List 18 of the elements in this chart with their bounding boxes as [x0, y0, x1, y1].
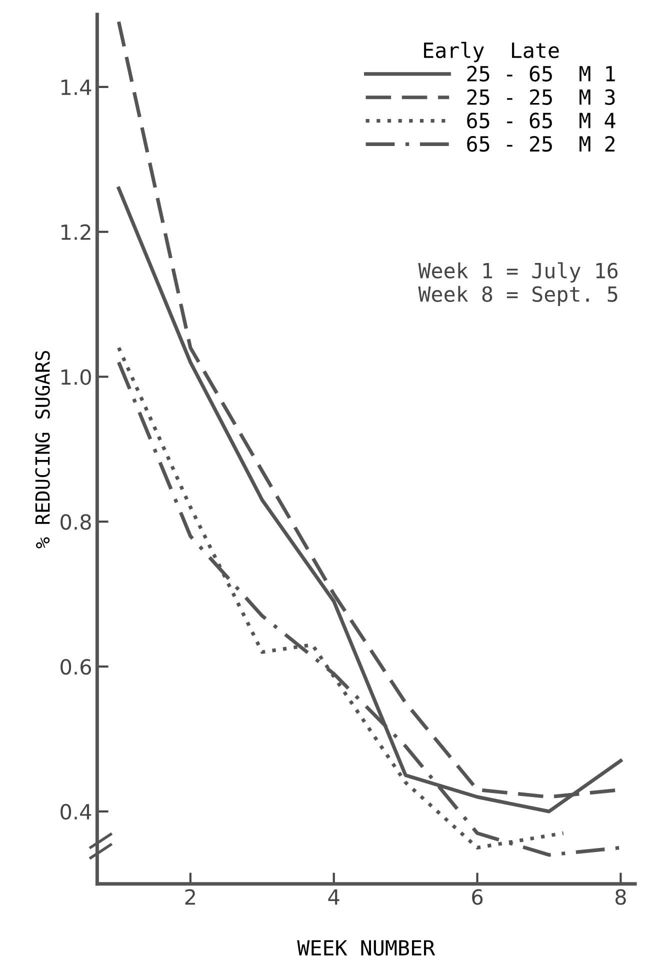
annotation: Week 1 = July 16 Week 8 = Sept. 5: [418, 262, 618, 306]
y-tick-label: 0.4: [60, 804, 92, 820]
legend-title: Early Late: [424, 42, 559, 62]
x-axis-title: WEEK NUMBER: [297, 940, 436, 956]
legend-label: 65 - 25 M 2: [467, 136, 615, 152]
y-tick-label: 0.6: [60, 658, 92, 675]
y-tick-label: 1.2: [61, 224, 90, 240]
x-tick-label: 4: [328, 889, 340, 905]
x-tick-label: 6: [472, 889, 483, 905]
x-tick-label: 8: [615, 889, 626, 905]
y-tick-label: 0.8: [60, 514, 91, 530]
y-tick-label: 1.0: [61, 369, 91, 385]
x-tick-label: 2: [185, 889, 195, 905]
legend-label: 25 - 25 M 3: [467, 89, 615, 105]
legend-label: 65 - 65 M 4: [467, 112, 616, 128]
y-tick-label: 1.4: [61, 80, 92, 95]
y-axis-title: % REDUCING SUGARS: [35, 350, 50, 548]
legend-label: 25 - 65 M 1: [467, 66, 615, 82]
